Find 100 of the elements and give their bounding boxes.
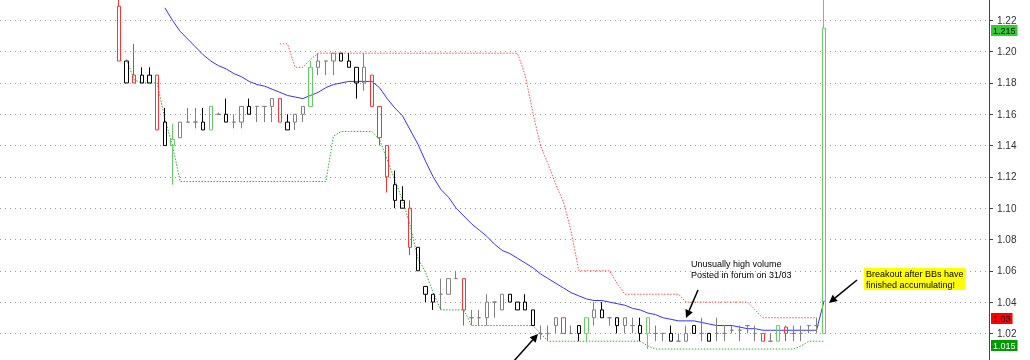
text: 1.015 bbox=[993, 340, 1016, 351]
candlestick bbox=[653, 325, 658, 342]
candlestick bbox=[170, 123, 175, 186]
candlestick bbox=[232, 113, 236, 129]
y-tick-label: 1.06 bbox=[997, 265, 1017, 277]
candlestick bbox=[270, 98, 274, 123]
line-series bbox=[279, 43, 817, 319]
candlestick bbox=[423, 285, 428, 303]
candlestick bbox=[584, 317, 589, 342]
candlestick bbox=[239, 105, 244, 129]
candlestick bbox=[339, 52, 343, 62]
candlestick bbox=[408, 199, 412, 256]
candlestick bbox=[362, 52, 366, 92]
candlestick bbox=[546, 325, 550, 342]
candlestick bbox=[140, 66, 144, 84]
candlestick bbox=[814, 317, 819, 334]
candlestick bbox=[753, 325, 757, 342]
candlestick bbox=[301, 105, 305, 123]
candlestick bbox=[776, 325, 780, 342]
candlestick bbox=[761, 332, 765, 342]
candlestick bbox=[224, 98, 228, 123]
y-tick-label: 1.16 bbox=[997, 108, 1017, 120]
annotation: Unusually high volume Posted in forum on 31/03 bbox=[691, 258, 792, 280]
candlestick bbox=[347, 52, 351, 68]
candlestick bbox=[201, 107, 205, 131]
candlestick bbox=[600, 301, 604, 319]
candlestick bbox=[692, 325, 696, 334]
candlestick bbox=[523, 293, 527, 311]
candlestick bbox=[738, 325, 742, 342]
candlestick bbox=[147, 66, 152, 84]
candlestick bbox=[400, 185, 405, 209]
y-tick-label: 1.14 bbox=[997, 140, 1017, 152]
candlestick bbox=[316, 52, 320, 76]
candlestick bbox=[531, 309, 535, 327]
candlestick bbox=[707, 332, 711, 342]
candlestick bbox=[117, 0, 121, 62]
y-tick-label: 1.10 bbox=[997, 202, 1017, 214]
candlestick bbox=[431, 293, 435, 311]
candlestick bbox=[577, 325, 581, 342]
candlestick bbox=[209, 105, 213, 131]
candlestick bbox=[416, 246, 420, 272]
candlestick bbox=[247, 98, 251, 115]
candlestick bbox=[615, 317, 619, 334]
candlestick bbox=[285, 113, 290, 131]
candlestick bbox=[124, 60, 129, 84]
candlestick bbox=[638, 317, 642, 342]
candlestick bbox=[669, 325, 673, 342]
candlestick bbox=[377, 105, 382, 147]
candlestick bbox=[508, 293, 512, 303]
candlestick bbox=[393, 170, 397, 209]
text: 1.03 bbox=[993, 313, 1011, 324]
candlestick bbox=[515, 301, 520, 311]
candlestick bbox=[446, 278, 451, 295]
candlestick bbox=[308, 60, 313, 107]
y-tick-label: 1.22 bbox=[997, 14, 1017, 26]
candlestick bbox=[193, 107, 198, 129]
candlestick bbox=[163, 107, 167, 147]
y-tick-label: 1.02 bbox=[997, 327, 1017, 339]
line-series bbox=[164, 7, 825, 331]
candlestick bbox=[370, 74, 374, 107]
candlestick bbox=[186, 107, 190, 123]
candlestick bbox=[722, 325, 727, 342]
candlestick bbox=[492, 301, 497, 319]
candlestick bbox=[331, 52, 336, 76]
text: 1.215 bbox=[993, 25, 1016, 36]
y-tick-label: 1.20 bbox=[997, 46, 1017, 58]
candlestick bbox=[385, 145, 389, 194]
candlestick bbox=[293, 113, 297, 131]
candlestick bbox=[278, 98, 282, 123]
candlestick bbox=[132, 43, 136, 84]
candlestick bbox=[684, 325, 688, 342]
candlestick bbox=[462, 278, 466, 327]
candlestick bbox=[485, 293, 489, 327]
candlestick bbox=[799, 325, 803, 342]
candlestick bbox=[469, 309, 474, 327]
candlestick bbox=[255, 105, 259, 123]
candlestick bbox=[554, 317, 558, 334]
candlestick bbox=[630, 317, 635, 334]
candlestick bbox=[439, 278, 443, 311]
candlestick bbox=[715, 317, 719, 342]
candlestick bbox=[178, 121, 182, 139]
candlestick bbox=[324, 60, 328, 76]
candlestick bbox=[155, 74, 159, 131]
line-series bbox=[126, 58, 825, 350]
y-tick-label: 1.18 bbox=[997, 77, 1017, 89]
y-tick-label: 1.08 bbox=[997, 233, 1017, 245]
candlestick bbox=[561, 317, 566, 334]
candlestick bbox=[791, 325, 796, 342]
candlestick bbox=[822, 0, 826, 334]
y-tick-label: 1.04 bbox=[997, 296, 1017, 308]
annotation: Breakout after BBs have finished accumulating! bbox=[866, 268, 964, 290]
candlestick bbox=[699, 317, 704, 342]
candlestick bbox=[623, 317, 627, 334]
candlestick bbox=[538, 325, 543, 341]
candlestick bbox=[477, 309, 481, 327]
candlestick bbox=[262, 105, 267, 123]
candlestick bbox=[592, 301, 596, 327]
candlestick bbox=[784, 325, 788, 342]
candlestick bbox=[500, 293, 504, 311]
candlestick bbox=[646, 317, 650, 350]
